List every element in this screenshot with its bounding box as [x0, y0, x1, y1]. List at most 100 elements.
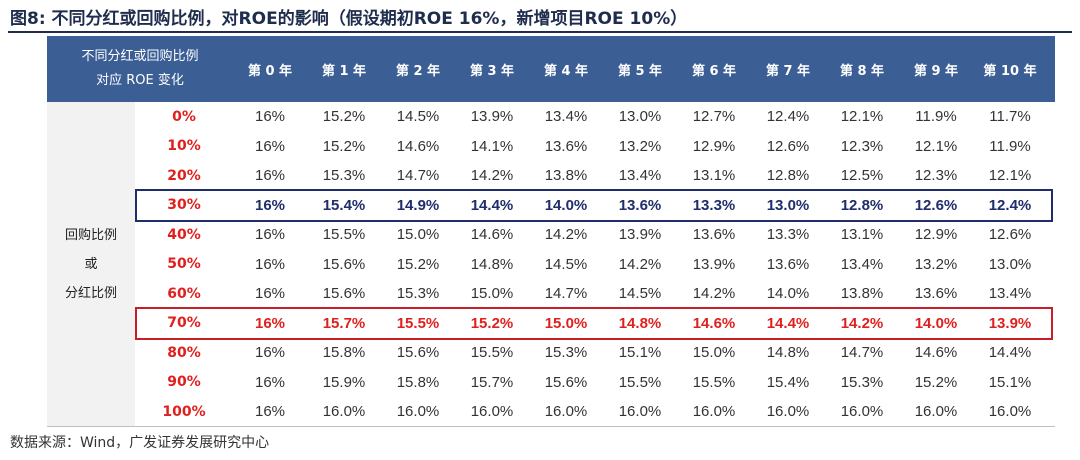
table-cell: 14.6%	[692, 314, 736, 332]
table-cell: 12.3%	[840, 137, 884, 155]
table-bottom-rule	[47, 426, 1055, 427]
table-cell: 12.1%	[840, 108, 884, 126]
table-cell: 16%	[254, 108, 286, 126]
table-cell: 15.7%	[322, 314, 366, 332]
table-cell: 15.6%	[544, 373, 588, 391]
table-cell: 16.0%	[840, 403, 884, 421]
table-cell: 15.5%	[322, 226, 366, 244]
table-cell: 13.4%	[988, 285, 1032, 303]
table-cell: 13.2%	[914, 255, 958, 273]
table-cell: 11.7%	[989, 108, 1031, 126]
row-group-label: 回购比例 或 分红比例	[47, 102, 135, 427]
table-cell: 12.3%	[914, 167, 958, 185]
table-cell: 13.4%	[618, 167, 662, 185]
table-cell: 16.0%	[988, 403, 1032, 421]
table-cell: 16.0%	[692, 403, 736, 421]
column-header: 第 0 年	[247, 63, 293, 79]
ratio-label: 0%	[172, 108, 196, 125]
column-header: 第 7 年	[765, 63, 811, 79]
table-cell: 13.8%	[840, 285, 884, 303]
table-cell: 14.7%	[544, 285, 588, 303]
table-cell: 15.2%	[470, 314, 514, 332]
table-cell: 14.4%	[988, 344, 1032, 362]
table-cell: 12.7%	[692, 108, 736, 126]
column-header: 第 8 年	[839, 63, 885, 79]
table-cell: 14.0%	[544, 196, 588, 214]
table-cell: 15.2%	[396, 255, 440, 273]
table-cell: 16.0%	[322, 403, 366, 421]
table-cell: 15.0%	[396, 226, 440, 244]
table-cell: 14.2%	[470, 167, 514, 185]
table-cell: 14.0%	[914, 314, 958, 332]
table-cell: 14.2%	[544, 226, 588, 244]
table-cell: 12.6%	[766, 137, 810, 155]
table-cell: 15.1%	[618, 344, 662, 362]
table-cell: 13.4%	[544, 108, 588, 126]
table-cell: 13.0%	[766, 196, 810, 214]
column-header: 第 2 年	[395, 63, 441, 79]
table-cell: 14.4%	[766, 314, 810, 332]
table-cell: 15.3%	[840, 373, 884, 391]
table-cell: 15.0%	[470, 285, 514, 303]
table-cell: 16.0%	[544, 403, 588, 421]
table-cell: 15.3%	[544, 344, 588, 362]
figure-title: 图8: 不同分红或回购比例，对ROE的影响（假设期初ROE 16%，新增项目RO…	[10, 9, 688, 29]
table-cell: 15.0%	[544, 314, 588, 332]
table-cell: 14.8%	[766, 344, 810, 362]
table-cell: 14.5%	[396, 108, 440, 126]
table-cell: 14.6%	[914, 344, 958, 362]
table-cell: 14.4%	[470, 196, 514, 214]
table-cell: 14.7%	[840, 344, 884, 362]
table-cell: 13.1%	[840, 226, 884, 244]
ratio-label: 50%	[167, 256, 201, 273]
table-cell: 13.2%	[618, 137, 662, 155]
table-cell: 16%	[254, 196, 286, 214]
table-cell: 13.9%	[470, 108, 514, 126]
table-cell: 12.9%	[914, 226, 958, 244]
table-cell: 13.6%	[618, 196, 662, 214]
column-header: 第 5 年	[617, 63, 663, 79]
table-cell: 11.9%	[915, 108, 957, 126]
table-cell: 13.3%	[692, 196, 736, 214]
table-cell: 14.7%	[396, 167, 440, 185]
table-cell: 12.4%	[988, 196, 1032, 214]
table-cell: 16%	[254, 255, 286, 273]
table-cell: 13.6%	[692, 226, 736, 244]
roe-table: 不同分红或回购比例 对应 ROE 变化 第 0 年 第 1 年 第 2 年 第 3 年…	[47, 36, 1055, 427]
ratio-label: 10%	[167, 138, 201, 155]
column-header: 第 1 年	[321, 63, 367, 79]
ratio-label: 100%	[162, 403, 206, 420]
table-cell: 15.2%	[322, 137, 366, 155]
table-cell: 13.9%	[988, 314, 1032, 332]
table-cell: 13.6%	[914, 285, 958, 303]
ratio-label: 20%	[167, 167, 201, 184]
ratio-label: 70%	[167, 315, 201, 332]
table-cell: 16%	[254, 137, 286, 155]
table-cell: 12.1%	[914, 137, 958, 155]
table-cell: 16%	[254, 167, 286, 185]
row-group-label-line3: 分红比例	[64, 286, 117, 301]
table-cell: 15.3%	[322, 167, 366, 185]
table-cell: 14.2%	[840, 314, 884, 332]
table-cell: 14.0%	[766, 285, 810, 303]
table-cell: 13.0%	[988, 255, 1032, 273]
column-header: 第 6 年	[691, 63, 737, 79]
table-cell: 16.0%	[618, 403, 662, 421]
table-cell: 11.9%	[989, 137, 1031, 155]
table-cell: 15.4%	[322, 196, 366, 214]
ratio-label: 40%	[167, 226, 201, 243]
table-cell: 15.9%	[322, 373, 366, 391]
table-cell: 15.2%	[914, 373, 958, 391]
table-cell: 15.4%	[766, 373, 810, 391]
table-cell: 16%	[254, 344, 286, 362]
table-cell: 15.5%	[692, 373, 736, 391]
corner-header: 不同分红或回购比例 对应 ROE 变化	[47, 36, 233, 102]
table-cell: 16%	[254, 403, 286, 421]
table-cell: 15.5%	[470, 344, 514, 362]
table-cell: 15.8%	[396, 373, 440, 391]
table-cell: 14.6%	[396, 137, 440, 155]
table-cell: 15.3%	[396, 285, 440, 303]
table-cell: 14.5%	[544, 255, 588, 273]
table-cell: 12.5%	[840, 167, 884, 185]
table-cell: 16.0%	[470, 403, 514, 421]
